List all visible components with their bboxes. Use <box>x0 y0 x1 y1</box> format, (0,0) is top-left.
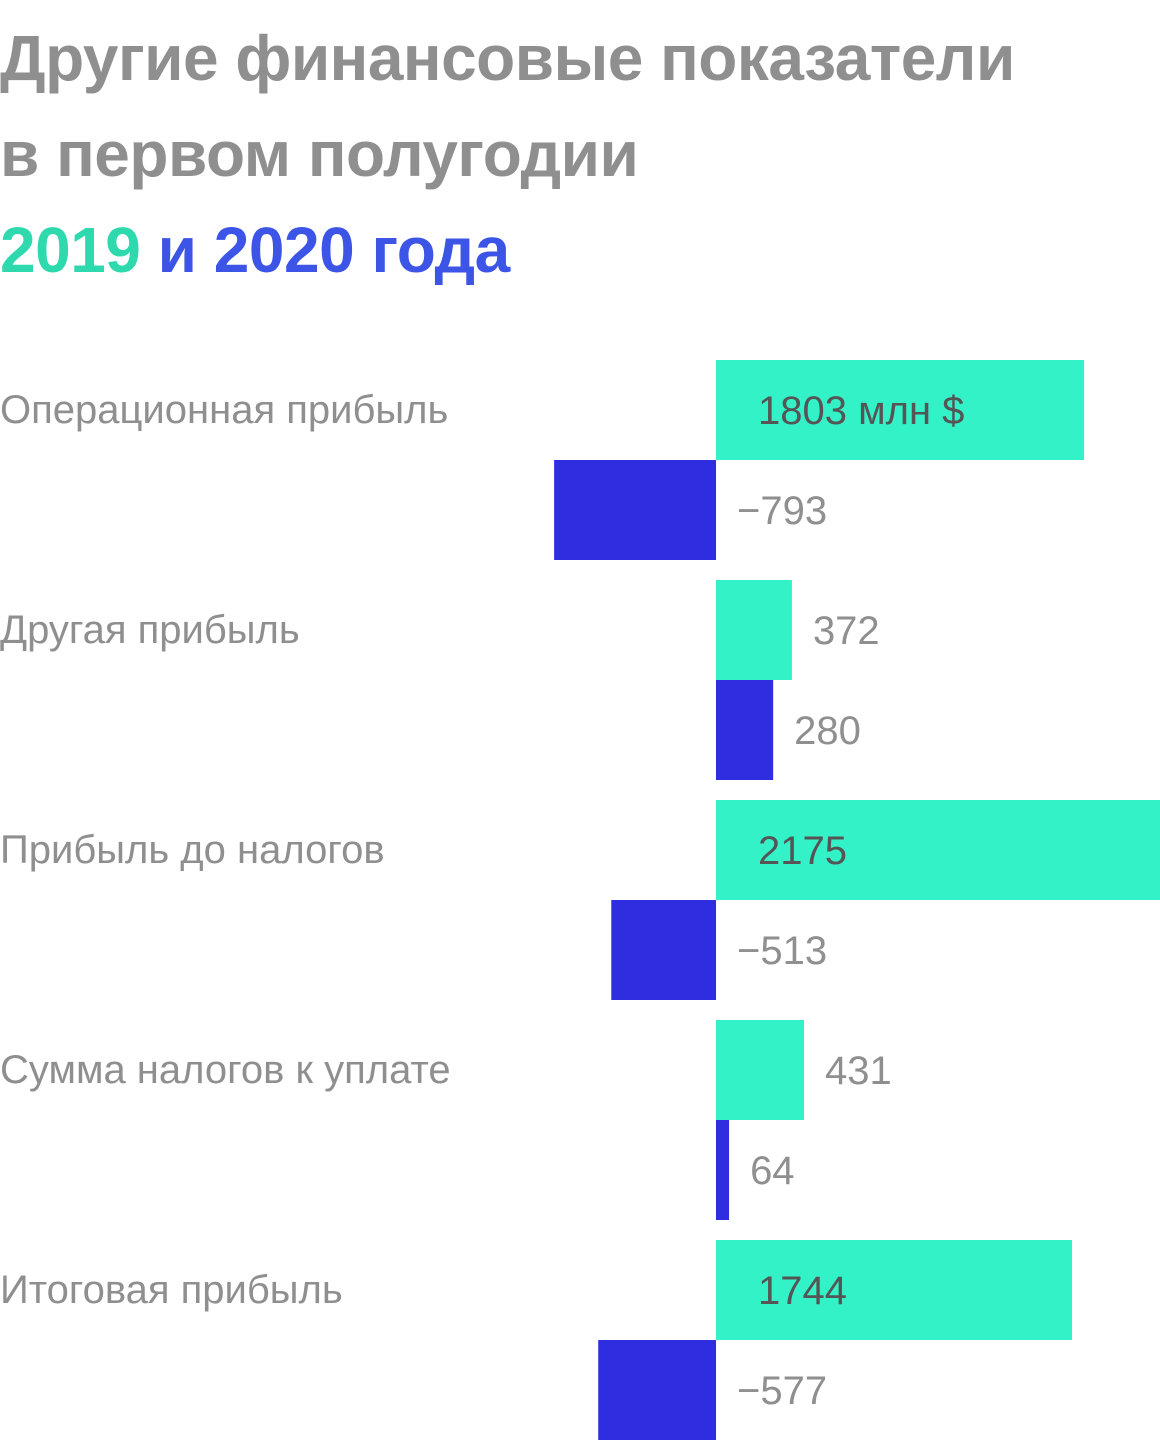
data-label-2020-3: 64 <box>750 1149 795 1193</box>
bar-2019-1 <box>716 580 792 680</box>
bar-2020-3 <box>716 1120 730 1220</box>
data-label-2019-0: 1803 млн $ <box>758 389 964 433</box>
category-label-other-profit: Другая прибыль <box>0 608 300 652</box>
bar-2019-2 <box>716 800 1160 900</box>
title-line-2: в первом полугодии <box>0 118 639 190</box>
category-label-operating-profit: Операционная прибыль <box>0 388 449 432</box>
bar-2020-4 <box>598 1340 716 1440</box>
bar-2019-3 <box>716 1020 804 1120</box>
data-label-2020-2: −513 <box>737 929 827 973</box>
bar-2019-0 <box>716 360 1085 460</box>
data-label-2019-1: 372 <box>813 609 880 653</box>
bar-2019-4 <box>716 1240 1073 1340</box>
title-year-2019: 2019 <box>0 214 141 286</box>
title-line-1: Другие финансовые показатели <box>0 22 1015 94</box>
data-label-2019-3: 431 <box>825 1049 892 1093</box>
data-label-2020-4: −577 <box>737 1369 827 1413</box>
data-label-2020-0: −793 <box>737 489 827 533</box>
title-line-3: 2019 и 2020 года <box>0 202 1160 298</box>
category-label-tax: Сумма налогов к уплате <box>0 1048 451 1092</box>
category-label-net-profit: Итоговая прибыль <box>0 1268 343 1312</box>
title-year-2020: 2020 года <box>213 214 510 286</box>
data-label-2020-1: 280 <box>794 709 861 753</box>
chart-title: Другие финансовые показатели в первом по… <box>0 10 1160 298</box>
bar-2020-0 <box>554 460 716 560</box>
bar-2020-1 <box>716 680 774 780</box>
data-label-2019-2: 2175 <box>758 829 847 873</box>
bar-2020-2 <box>611 900 716 1000</box>
data-label-2019-4: 1744 <box>758 1269 847 1313</box>
category-label-pretax-profit: Прибыль до налогов <box>0 828 385 872</box>
title-conjunction: и <box>157 214 197 286</box>
